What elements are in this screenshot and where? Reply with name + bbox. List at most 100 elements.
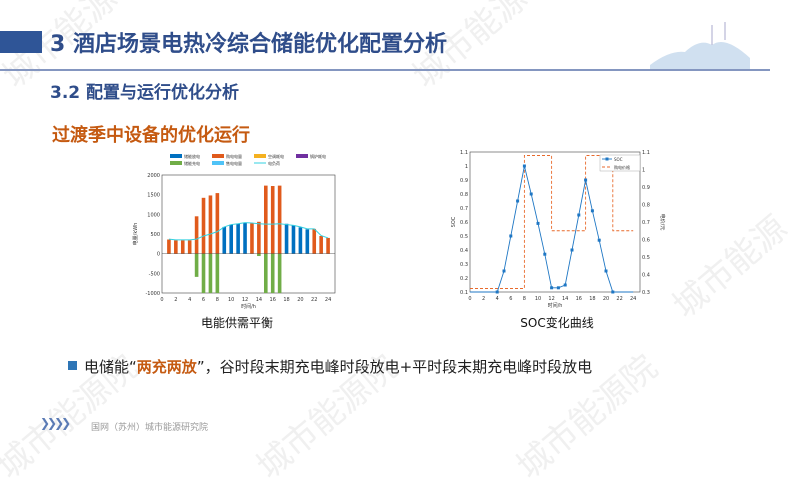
soc-point — [550, 286, 554, 290]
bullet-icon — [68, 361, 77, 370]
x-tick-label: 20 — [297, 297, 303, 303]
x-tick-label: 10 — [535, 296, 541, 302]
x-axis-label: 时间/h — [241, 303, 256, 310]
header-accent-block — [0, 31, 42, 53]
bar-购电电量 — [277, 185, 282, 254]
bar-储能充电 — [264, 253, 268, 293]
y2-tick-label: 0.5 — [642, 255, 650, 261]
y-tick-label: 500 — [150, 232, 160, 238]
x-tick-label: 16 — [270, 297, 276, 303]
legend-label: 锅炉耗电 — [310, 153, 326, 159]
bullet-text: 电储能“两充两放”，谷时段末期充电峰时段放电+平时段末期充电峰时段放电 — [84, 356, 592, 377]
legend-swatch — [170, 154, 182, 158]
soc-point — [509, 234, 513, 238]
legend-marker — [605, 157, 609, 161]
soc-point — [611, 290, 615, 294]
bar-储能充电 — [194, 253, 199, 277]
x-tick-label: 22 — [616, 296, 622, 302]
bar-储能放电 — [236, 223, 240, 254]
page-title: 3 酒店场景电热冷综合储能优化配置分析 — [50, 32, 447, 57]
legend-swatch — [170, 161, 182, 165]
x-tick-label: 12 — [548, 296, 554, 302]
x-tick-label: 4 — [496, 296, 499, 302]
bar-购电电量 — [187, 240, 192, 254]
x-tick-label: 8 — [523, 296, 526, 302]
quote-close: ” — [196, 358, 205, 376]
energy-balance-chart: 0 2 4 6 8 10 12 14 16 18 20 22 24-1000-5000500100015… — [132, 153, 336, 310]
bar-储能放电 — [284, 223, 289, 254]
y-tick-label: 1000 — [147, 212, 160, 218]
soc-chart: 0 2 4 6 8 10 12 14 16 18 20 22 240.10.20.30.40.50.60… — [451, 150, 666, 309]
soc-point — [584, 178, 588, 182]
bar-储能充电 — [277, 253, 282, 293]
x-tick-label: 0 — [468, 296, 471, 302]
soc-point — [502, 269, 506, 273]
bar-购电电量 — [312, 228, 317, 254]
bar-购电电量 — [326, 237, 330, 254]
y-tick-label: 1500 — [147, 193, 160, 199]
bar-储能充电 — [201, 253, 206, 293]
chart-caption-energy: 电能供需平衡 — [200, 316, 273, 330]
y-tick-label: 0.7 — [460, 206, 468, 212]
bullet-rest: ，谷时段末期充电峰时段放电+平时段末期充电峰时段放电 — [204, 358, 593, 376]
y-tick-label: 0.5 — [460, 234, 468, 240]
bar-储能放电 — [222, 226, 227, 254]
chevrons-icon: ❯❯❯❯ — [40, 416, 71, 430]
soc-point — [536, 221, 540, 225]
bar-购电电量 — [264, 185, 268, 254]
bar-储能放电 — [298, 227, 303, 254]
bar-购电电量 — [201, 197, 206, 254]
y-axis-label: 电量/kWh — [132, 223, 139, 246]
y-tick-label: 0.3 — [460, 262, 468, 268]
y-axis-label: SOC — [451, 216, 457, 227]
bar-储能放电 — [243, 222, 247, 254]
bar-购电电量 — [174, 240, 178, 254]
bullet-highlight: 两充两放 — [136, 358, 197, 376]
y2-tick-label: 0.6 — [642, 238, 650, 244]
x-tick-label: 2 — [174, 297, 177, 303]
mountain-logo-graphic — [650, 22, 750, 70]
y-tick-label: 0.8 — [460, 192, 468, 198]
x-tick-label: 10 — [228, 297, 234, 303]
chart-caption-soc: SOC变化曲线 — [520, 316, 594, 330]
y-tick-label: -1000 — [145, 291, 160, 297]
legend-label: 售电电量 — [226, 160, 242, 166]
y-tick-label: 0.6 — [460, 220, 468, 226]
y2-tick-label: 0.8 — [642, 203, 650, 209]
x-tick-label: 22 — [311, 297, 317, 303]
soc-point — [590, 209, 594, 213]
y2-tick-label: 0.4 — [642, 273, 650, 279]
legend-swatch — [296, 154, 308, 158]
bar-购电电量 — [194, 216, 199, 254]
y-tick-label: 1 — [465, 164, 468, 170]
y2-tick-label: 0.9 — [642, 185, 650, 191]
x-tick-label: 14 — [256, 297, 262, 303]
y-tick-label: 2000 — [147, 173, 160, 179]
x-tick-label: 0 — [160, 297, 163, 303]
y-tick-label: 0.9 — [460, 178, 468, 184]
section-title: 过渡季中设备的优化运行 — [52, 125, 250, 146]
x-tick-label: 6 — [202, 297, 205, 303]
bar-购电电量 — [270, 186, 275, 254]
bar-储能放电 — [291, 225, 296, 254]
bar-购电电量 — [208, 195, 213, 254]
bar-购电电量 — [250, 223, 254, 254]
x-axis-label: 时间/h — [548, 302, 563, 309]
bar-购电电量 — [180, 240, 185, 254]
soc-point — [556, 286, 560, 290]
x-tick-label: 2 — [482, 296, 485, 302]
y-tick-label: 0 — [157, 252, 160, 258]
x-tick-label: 12 — [242, 297, 248, 303]
legend-swatch — [254, 154, 266, 158]
header-divider — [0, 69, 770, 71]
soc-point — [522, 164, 526, 168]
legend-label: 购电电量 — [226, 153, 242, 159]
price-line — [470, 155, 634, 289]
x-tick-label: 16 — [576, 296, 582, 302]
y2-tick-label: 1 — [642, 168, 645, 174]
bar-储能充电 — [257, 253, 261, 257]
y2-tick-label: 0.3 — [642, 290, 650, 296]
bar-储能充电 — [270, 253, 275, 293]
x-tick-label: 14 — [562, 296, 568, 302]
bar-储能放电 — [305, 229, 310, 254]
